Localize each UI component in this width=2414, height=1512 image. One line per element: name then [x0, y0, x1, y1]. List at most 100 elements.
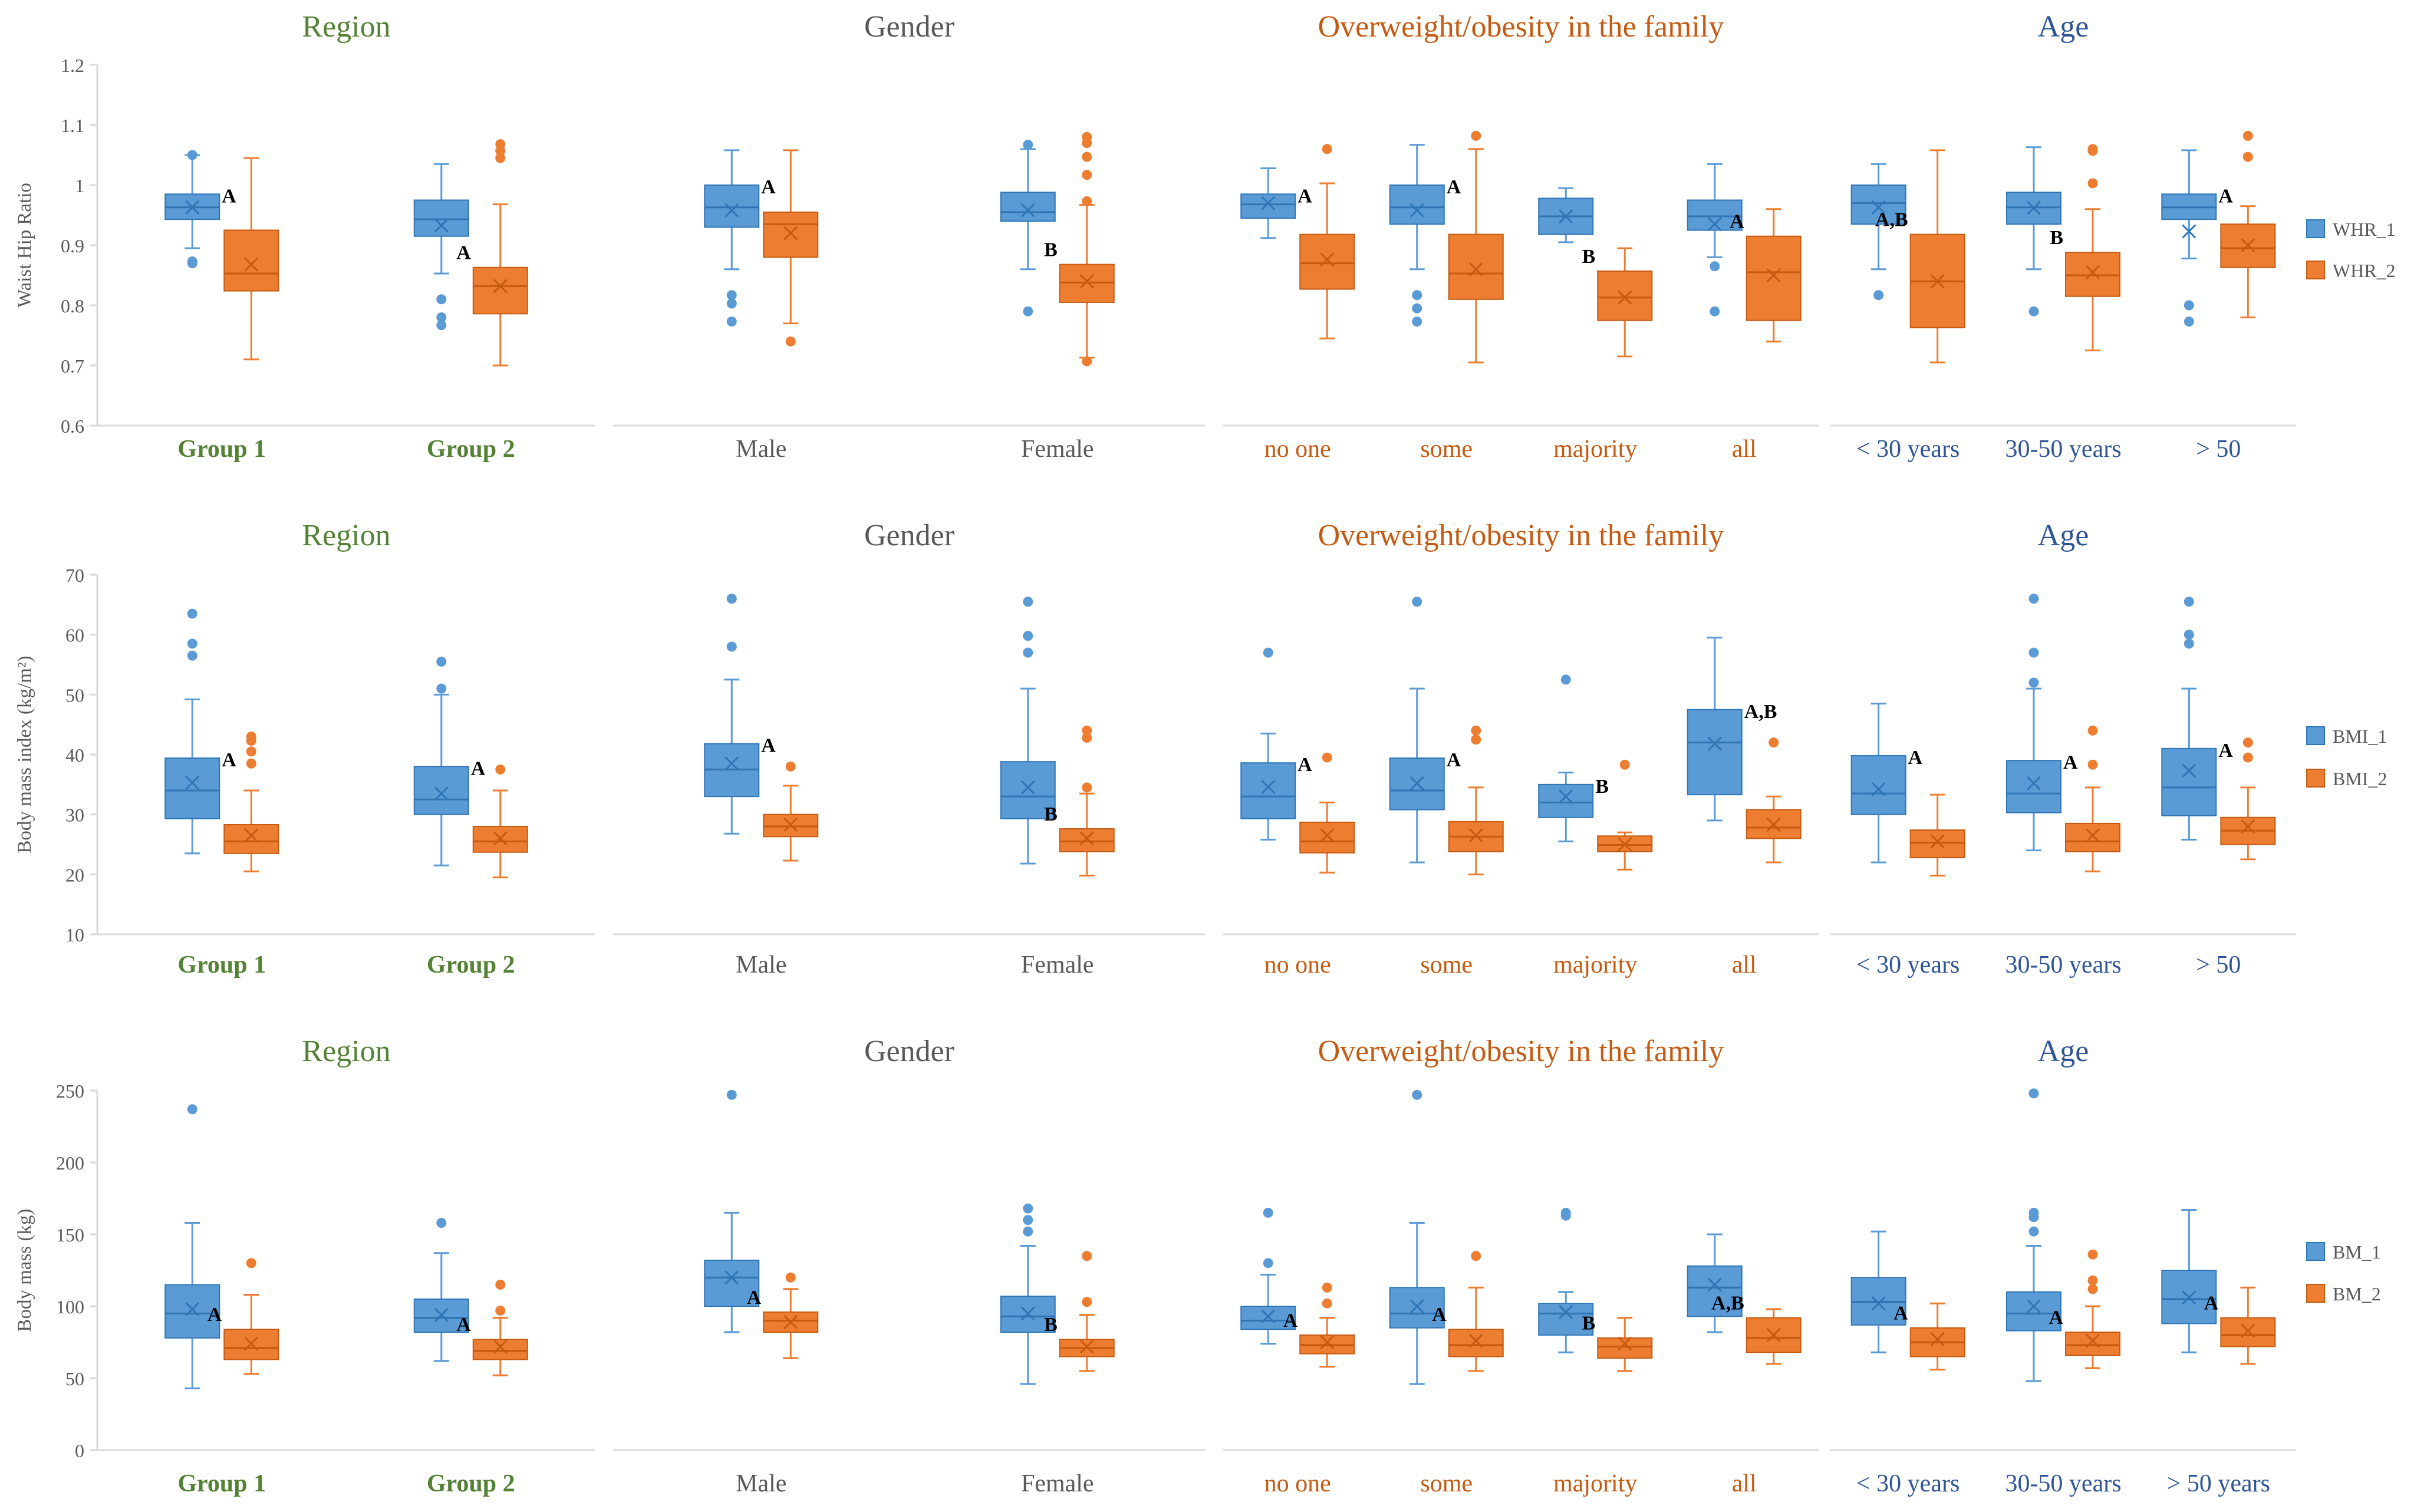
- y-tick-label: 0.7: [61, 355, 84, 377]
- legend-label-2: BMI_2: [2333, 768, 2387, 789]
- outlier-point: [1322, 1282, 1332, 1293]
- outlier-point: [436, 656, 447, 667]
- box-series-2: [2220, 130, 2276, 318]
- outlier-point: [1082, 151, 1092, 162]
- significance-letter: A: [2049, 1307, 2063, 1329]
- box-series-2: [2220, 737, 2276, 861]
- outlier-point: [1471, 1251, 1481, 1261]
- outlier-point: [1023, 647, 1033, 658]
- mean-marker: [1409, 776, 1424, 790]
- box-series-2: A: [1730, 208, 1802, 342]
- outlier-point: [187, 150, 197, 160]
- box-series-1: [1538, 1207, 1594, 1353]
- panel-region: Region Group 1 A Group 2 A: [97, 1035, 595, 1497]
- box-series-1: A: [1389, 597, 1461, 864]
- box-series-1: A: [2161, 149, 2233, 327]
- category-label: no one: [1264, 951, 1331, 979]
- mean-marker: [185, 200, 200, 215]
- box-series-1: [2161, 1209, 2217, 1353]
- box-iqr: [704, 185, 760, 228]
- box-series-1: A: [704, 149, 776, 327]
- category-label: majority: [1553, 1470, 1637, 1497]
- outlier-point: [2184, 630, 2194, 640]
- mean-marker: [1320, 828, 1335, 843]
- panel-title: Age: [2038, 10, 2089, 44]
- outlier-point: [495, 1305, 506, 1316]
- outlier-point: [1023, 140, 1033, 150]
- category-label: Male: [736, 951, 786, 979]
- outlier-point: [726, 1089, 737, 1100]
- mean-marker: [2026, 200, 2041, 215]
- panel-family: Overweight/obesity in the family no one As…: [1223, 10, 1819, 463]
- box-iqr: [1389, 1287, 1445, 1329]
- y-tick-label: 250: [56, 1081, 84, 1102]
- category-label: some: [1420, 951, 1473, 979]
- outlier-point: [2087, 725, 2098, 736]
- box-series-2: A: [1893, 1303, 1965, 1371]
- box-iqr: [1909, 829, 1965, 858]
- chart-row-3: 0 50 100 150 200 250 Body mass (kg) BM_1 BM_2 Reg…: [14, 1035, 2381, 1497]
- y-tick-label: 0.9: [61, 235, 84, 256]
- box-iqr: [1059, 263, 1115, 303]
- significance-letter: A: [208, 1304, 222, 1326]
- outlier-point: [187, 638, 197, 649]
- mean-marker: [2241, 1323, 2255, 1338]
- box-series-1: A: [704, 594, 776, 835]
- box-series-1: [2006, 1088, 2061, 1382]
- box-iqr: [223, 823, 279, 854]
- outlier-point: [2028, 1088, 2039, 1099]
- box-series-1: A: [1240, 647, 1312, 841]
- category-label: > 50: [2196, 951, 2241, 979]
- box-iqr: [763, 813, 819, 838]
- box-series-1: A,B: [1687, 637, 1777, 822]
- legend-swatch-1: [2306, 1242, 2325, 1261]
- category-label: some: [1420, 436, 1473, 463]
- category-label: majority: [1553, 436, 1637, 463]
- panel-region: Region Group 1 A Group 2 A: [97, 10, 595, 463]
- box-iqr: [1299, 233, 1355, 290]
- box-series-1: [1538, 187, 1594, 243]
- mean-marker: [1618, 837, 1632, 852]
- box-series-2: A: [456, 139, 528, 367]
- outlier-point: [1082, 138, 1092, 149]
- legend-label-2: WHR_2: [2333, 260, 2396, 281]
- significance-letter: A: [222, 749, 236, 771]
- outlier-point: [726, 290, 737, 301]
- mean-marker: [2241, 238, 2255, 253]
- outlier-point: [2242, 752, 2253, 763]
- significance-letter: A,B: [1875, 209, 1908, 231]
- outlier-point: [2242, 151, 2253, 162]
- y-axis-label: Body mass (kg): [14, 1209, 35, 1332]
- box-iqr: [1000, 761, 1056, 819]
- outlier-point: [2087, 1275, 2098, 1286]
- category-label: Group 1: [177, 951, 266, 979]
- significance-letter: A: [1283, 1310, 1298, 1332]
- outlier-point: [187, 650, 197, 661]
- outlier-point: [1263, 647, 1273, 658]
- category-label: < 30 years: [1856, 436, 1959, 463]
- outlier-point: [246, 736, 256, 746]
- outlier-point: [1322, 752, 1332, 763]
- outlier-point: [187, 608, 197, 619]
- box-series-1: A: [1240, 167, 1312, 239]
- mean-marker: [1261, 779, 1276, 794]
- box-iqr: [472, 266, 528, 315]
- box-iqr: [2006, 760, 2061, 813]
- category-label: > 50: [2196, 436, 2241, 463]
- significance-letter: A,B: [1711, 1293, 1744, 1315]
- box-series-1: [1000, 1203, 1056, 1385]
- box-iqr: [1538, 1303, 1594, 1336]
- y-tick-label: 0: [75, 1440, 84, 1461]
- category-label: Female: [1021, 436, 1094, 463]
- category-label: 30-50 years: [2005, 436, 2121, 463]
- outlier-point: [2087, 146, 2098, 156]
- box-series-2: A,B: [1875, 149, 1965, 364]
- box-series-1: A: [164, 150, 236, 269]
- y-tick-label: 30: [65, 805, 84, 826]
- box-iqr: [1687, 1265, 1743, 1317]
- y-axis-label: Body mass index (kg/m²): [14, 655, 35, 853]
- outlier-point: [495, 764, 506, 775]
- y-tick-label: 20: [65, 864, 84, 885]
